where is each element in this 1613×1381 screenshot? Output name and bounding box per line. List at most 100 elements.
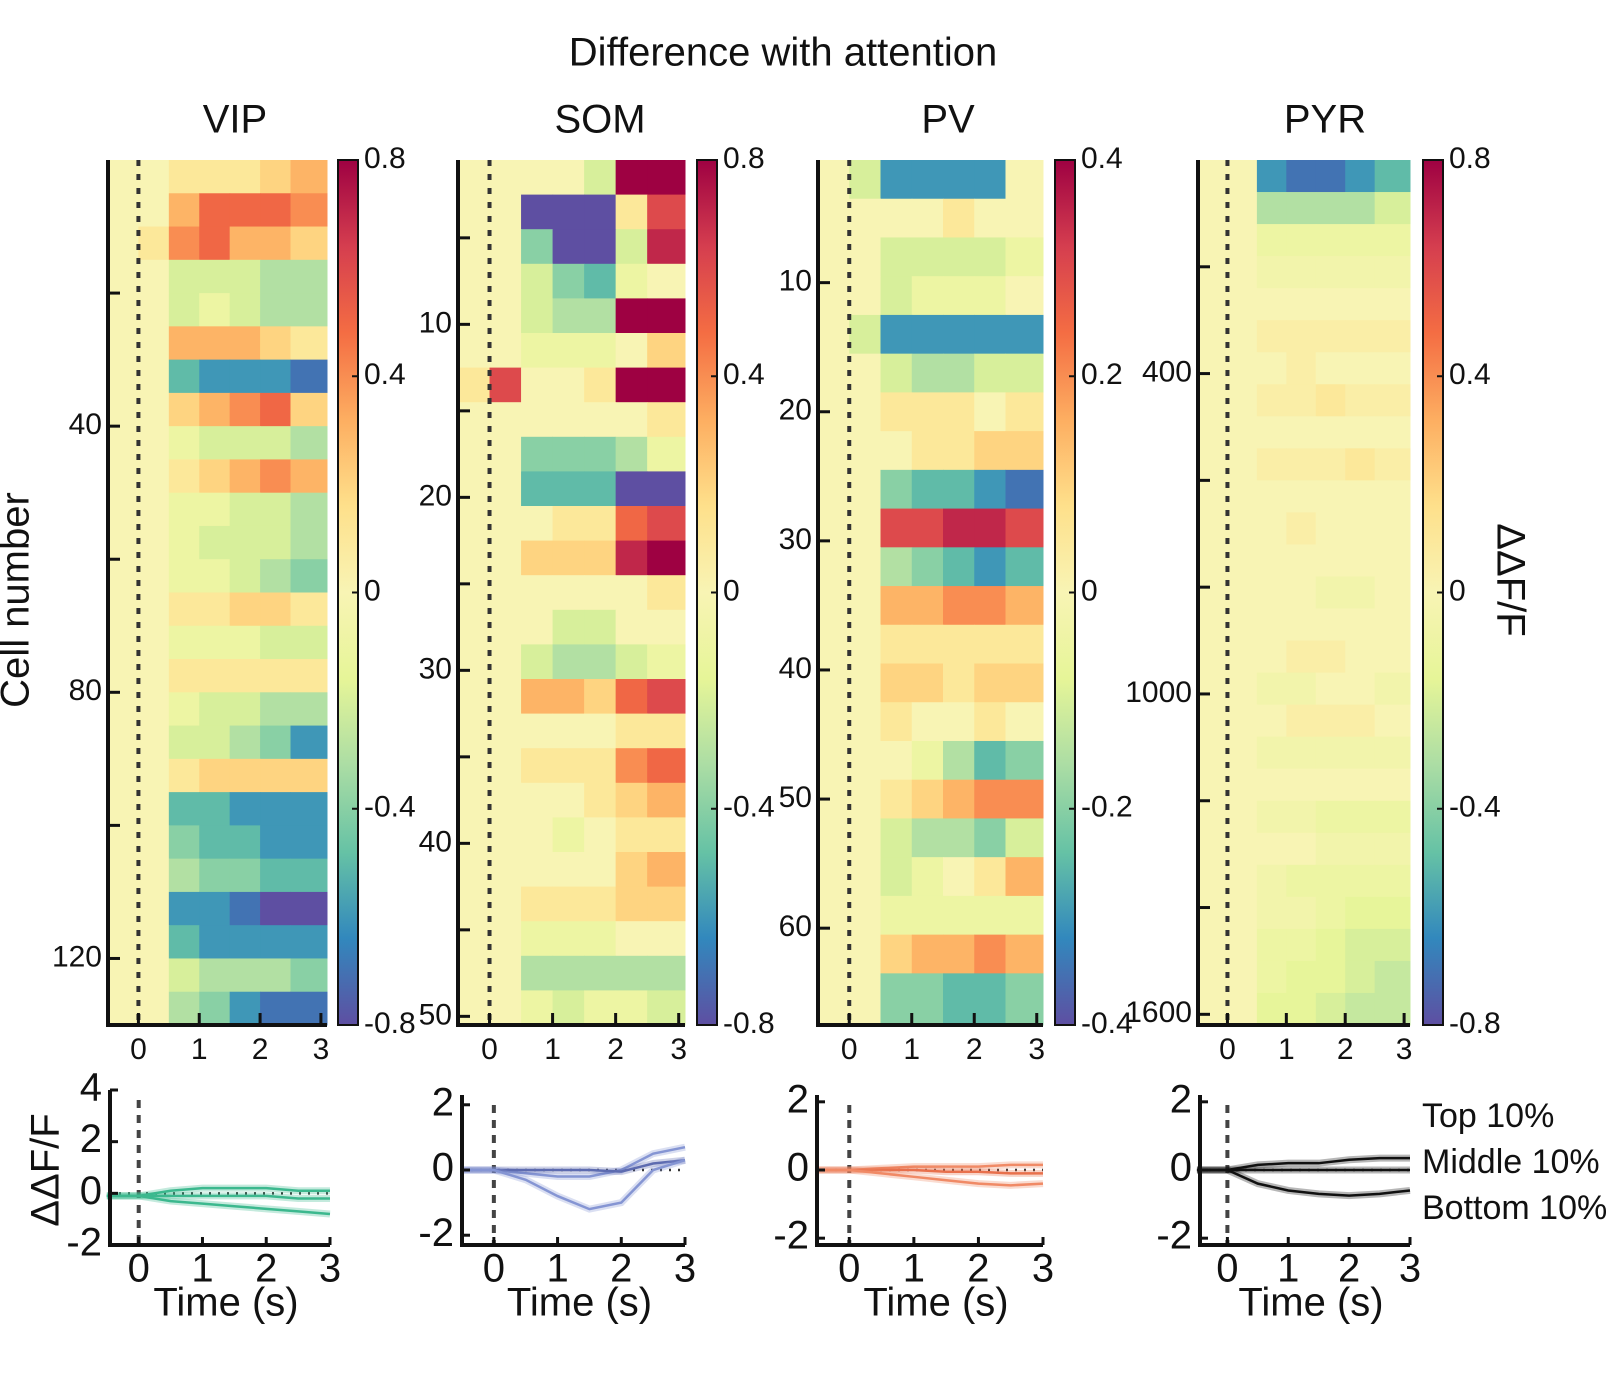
heatmap-cell <box>1315 800 1346 834</box>
heatmap-cell <box>849 895 881 936</box>
heatmap-cell <box>260 359 291 394</box>
heatmap-cell <box>138 958 170 993</box>
heatmap-cell <box>290 525 328 560</box>
heatmap-cell <box>199 326 231 361</box>
heatmap-cell <box>849 973 881 1026</box>
heatmap-cell <box>199 758 231 793</box>
y-tick-label: 80 <box>69 674 102 707</box>
heatmap-cell <box>521 540 554 576</box>
heatmap-cell <box>943 779 975 819</box>
panel-title: PV <box>921 98 975 142</box>
heatmap-cell <box>1315 480 1346 513</box>
heatmap-cell <box>1345 736 1376 770</box>
heatmap-cell <box>229 426 261 460</box>
heatmap-cell <box>1005 624 1044 665</box>
heatmap-cell <box>1345 448 1376 481</box>
heatmap-cell <box>1286 672 1317 706</box>
heatmap-cell <box>458 367 491 403</box>
heatmap-cell <box>458 886 491 922</box>
x-tick-label: 0 <box>1219 1033 1236 1066</box>
heatmap-cell <box>458 194 491 230</box>
heatmap-cell <box>199 891 231 926</box>
heatmap-cell <box>1198 352 1228 385</box>
heatmap-cell <box>168 758 200 793</box>
y-tick-label: 2 <box>1170 1077 1192 1121</box>
heatmap-cell <box>911 431 944 471</box>
heatmap-cell <box>199 426 231 460</box>
heatmap-cell <box>584 263 617 299</box>
heatmap-cell <box>1005 547 1044 587</box>
heatmap-cell <box>521 644 554 680</box>
heatmap-cell <box>911 237 944 277</box>
heatmap-cell <box>138 592 170 627</box>
heatmap-cell <box>1374 768 1411 802</box>
heatmap-cell <box>1198 160 1228 193</box>
heatmap-cell <box>138 392 170 427</box>
heatmap-cell <box>290 326 328 361</box>
heatmap-cell <box>489 436 522 472</box>
heatmap-cell <box>138 426 170 460</box>
series-line <box>462 1159 686 1211</box>
heatmap-cell <box>818 702 850 742</box>
heatmap-cell <box>168 193 200 228</box>
heatmap-cell <box>1256 448 1287 481</box>
colorbar-tick-label: -0.4 <box>1449 791 1501 824</box>
heatmap-cell <box>168 492 200 527</box>
x-tick-label: 3 <box>319 1247 341 1291</box>
heatmap-cell <box>943 624 975 665</box>
heatmap-cell <box>168 359 200 394</box>
heatmap-cell <box>489 921 522 957</box>
heatmap-cell <box>168 592 200 627</box>
heatmap-cell <box>458 990 491 1026</box>
heatmap-cell <box>1315 864 1346 898</box>
heatmap-cell <box>260 293 291 327</box>
heatmap-cell <box>911 895 944 936</box>
heatmap-cell <box>1345 224 1376 257</box>
heatmap-cell <box>552 921 585 957</box>
heatmap-cell <box>647 436 686 472</box>
heatmap-cell <box>458 713 491 749</box>
heatmap-cell <box>168 559 200 593</box>
heatmap-cell <box>1256 160 1287 193</box>
heatmap-cell <box>108 426 139 460</box>
heatmap-cell <box>1374 864 1411 898</box>
heatmap-cell <box>1198 416 1228 449</box>
y-tick-label: 120 <box>52 940 102 973</box>
heatmap-cell <box>615 990 648 1026</box>
heatmap-cell <box>1256 224 1287 257</box>
heatmap-cell <box>1198 544 1228 577</box>
heatmap-cell <box>1005 934 1044 974</box>
heatmap-cell <box>199 459 231 494</box>
colorbar-tick-label: 0 <box>1081 574 1098 607</box>
heatmap-cell <box>1256 672 1287 706</box>
heatmap-cell <box>458 609 491 645</box>
heatmap-cell <box>1315 352 1346 385</box>
colorbar-tick-label: 0.8 <box>1449 142 1491 175</box>
heatmap-cell <box>1315 640 1346 674</box>
heatmap-cell <box>647 298 686 334</box>
heatmap-cell <box>849 779 881 819</box>
heatmap-cell <box>138 925 170 959</box>
heatmap-cell <box>458 852 491 888</box>
y-tick-label: 10 <box>779 265 812 298</box>
heatmap-cell <box>168 692 200 727</box>
heatmap-cell <box>943 895 975 936</box>
heatmap-cell <box>138 525 170 560</box>
heatmap-cell <box>818 934 850 974</box>
heatmap-cell <box>458 679 491 715</box>
heatmap-cell <box>290 492 328 527</box>
heatmap-cell <box>615 852 648 888</box>
heatmap-cell <box>290 392 328 427</box>
heatmap-cell <box>260 226 291 261</box>
heatmap-cell <box>1345 832 1376 866</box>
heatmap-cell <box>615 506 648 542</box>
heatmap-cell <box>818 857 850 897</box>
heatmap-cell <box>138 991 170 1026</box>
heatmap-cell <box>1286 448 1317 481</box>
heatmap-cell <box>290 725 328 760</box>
x-tick-label: 0 <box>1216 1247 1238 1291</box>
heatmap-cell <box>1315 736 1346 770</box>
heatmap-cell <box>1315 992 1346 1026</box>
heatmap-cell <box>260 659 291 693</box>
x-tick-label: 2 <box>1337 1033 1354 1066</box>
